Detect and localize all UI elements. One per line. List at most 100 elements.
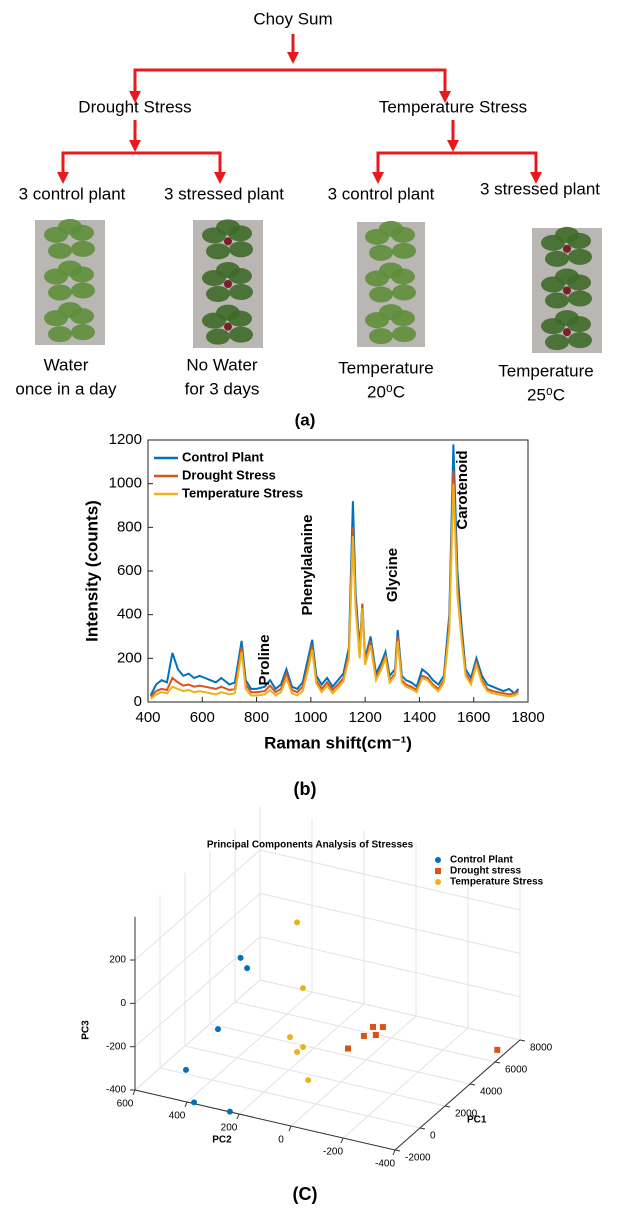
x-tick bbox=[469, 1083, 476, 1086]
annotation: Phenylalanine bbox=[299, 515, 316, 616]
annotation: Carotenoid bbox=[454, 450, 471, 529]
point bbox=[237, 954, 244, 961]
x-tick-label: 8000 bbox=[530, 1043, 553, 1054]
legend-marker bbox=[435, 879, 441, 885]
leaf bbox=[58, 302, 82, 319]
leaf bbox=[379, 220, 403, 237]
leaf bbox=[216, 304, 240, 321]
legend-marker bbox=[435, 857, 441, 863]
y-tick-label: 600 bbox=[117, 1099, 134, 1110]
x-tick-label: 6000 bbox=[505, 1065, 528, 1076]
leaf-center bbox=[224, 322, 232, 331]
leaf bbox=[545, 334, 569, 351]
annotation: Proline bbox=[256, 635, 273, 686]
leaf bbox=[392, 326, 416, 343]
grid-line bbox=[184, 1045, 446, 1107]
point bbox=[300, 985, 307, 992]
leaf bbox=[369, 328, 393, 345]
grid-line bbox=[134, 892, 261, 1004]
grid-line bbox=[159, 1067, 421, 1129]
point bbox=[244, 965, 251, 972]
leaf bbox=[568, 290, 592, 307]
leaf bbox=[555, 310, 579, 327]
caption: 25⁰C bbox=[527, 385, 565, 404]
y-tick-label: 600 bbox=[117, 562, 142, 579]
x-tick bbox=[394, 1149, 401, 1152]
x-tick-label: 1200 bbox=[348, 709, 381, 726]
y-axis-label: Intensity (counts) bbox=[82, 500, 101, 642]
x-tick bbox=[494, 1061, 501, 1064]
group-label: 3 control plant bbox=[19, 184, 126, 203]
grid-line bbox=[259, 936, 521, 998]
x-tick bbox=[419, 1127, 426, 1130]
point bbox=[294, 919, 301, 926]
caption: Water bbox=[44, 355, 89, 374]
grid-line bbox=[238, 1003, 365, 1115]
leaf bbox=[545, 250, 569, 267]
point bbox=[345, 1045, 352, 1052]
chart-title: Principal Components Analysis of Stresse… bbox=[207, 840, 414, 851]
leaf bbox=[71, 324, 95, 341]
point bbox=[287, 1034, 294, 1041]
y-tick-label: 400 bbox=[169, 1111, 186, 1122]
grid-line bbox=[234, 1001, 496, 1063]
plant-photos bbox=[35, 218, 602, 353]
x-tick-label: -2000 bbox=[405, 1153, 431, 1164]
point bbox=[370, 1023, 376, 1030]
point bbox=[300, 1044, 307, 1051]
y-tick-label: 0 bbox=[134, 693, 142, 710]
x-tick bbox=[444, 1105, 451, 1108]
y-axis bbox=[134, 1089, 396, 1151]
x-tick-label: 1400 bbox=[403, 709, 436, 726]
z-tick-label: 0 bbox=[120, 998, 126, 1009]
leaf bbox=[392, 242, 416, 259]
leaf bbox=[379, 262, 403, 279]
tree-arrows bbox=[57, 34, 542, 184]
leaf-center bbox=[563, 244, 571, 253]
panel-label: (b) bbox=[294, 779, 317, 799]
point bbox=[360, 1032, 367, 1039]
legend-marker bbox=[435, 868, 441, 874]
point bbox=[379, 1024, 386, 1031]
leaf-center bbox=[224, 280, 232, 288]
leaf-center bbox=[563, 286, 571, 295]
leaf bbox=[229, 284, 253, 300]
photo bbox=[35, 220, 105, 345]
leaf bbox=[58, 260, 82, 277]
y-tick-label: 0 bbox=[278, 1135, 284, 1146]
y-tick-label: 200 bbox=[117, 649, 142, 666]
leaf bbox=[229, 326, 253, 343]
legend-label: Temperature Stress bbox=[450, 877, 544, 888]
leaf bbox=[216, 262, 240, 278]
x-tick-label: 400 bbox=[135, 709, 160, 726]
branch-label: Temperature Stress bbox=[379, 97, 527, 116]
point bbox=[214, 1026, 221, 1033]
x-tick-label: 1800 bbox=[511, 709, 544, 726]
y-tick bbox=[340, 1137, 344, 1144]
x-axis-label: Raman shift(cm⁻¹) bbox=[264, 733, 412, 752]
point bbox=[183, 1066, 189, 1073]
leaf bbox=[48, 326, 72, 343]
x-tick-label: 600 bbox=[190, 709, 215, 726]
series-line bbox=[150, 483, 519, 700]
y-tick-label: 800 bbox=[117, 518, 142, 535]
annotation: Glycine bbox=[384, 548, 401, 602]
leaf bbox=[48, 284, 72, 301]
grid-line bbox=[134, 936, 261, 1048]
x-axis bbox=[394, 1039, 521, 1151]
photo bbox=[357, 222, 425, 347]
y-tick bbox=[236, 1113, 240, 1120]
x-tick-label: 1600 bbox=[457, 709, 490, 726]
legend-label: Drought stress bbox=[450, 866, 522, 877]
leaf bbox=[545, 292, 569, 309]
point bbox=[372, 1032, 379, 1039]
x-tick-label: 4000 bbox=[480, 1087, 503, 1098]
x-tick-label: 0 bbox=[430, 1131, 436, 1142]
group-label: 3 control plant bbox=[328, 184, 435, 203]
y-tick-label: 200 bbox=[221, 1123, 238, 1134]
leaf bbox=[216, 219, 240, 236]
x-tick-label: 1000 bbox=[294, 709, 327, 726]
y-tick-label: 1000 bbox=[109, 475, 142, 492]
caption: No Water bbox=[186, 355, 258, 374]
